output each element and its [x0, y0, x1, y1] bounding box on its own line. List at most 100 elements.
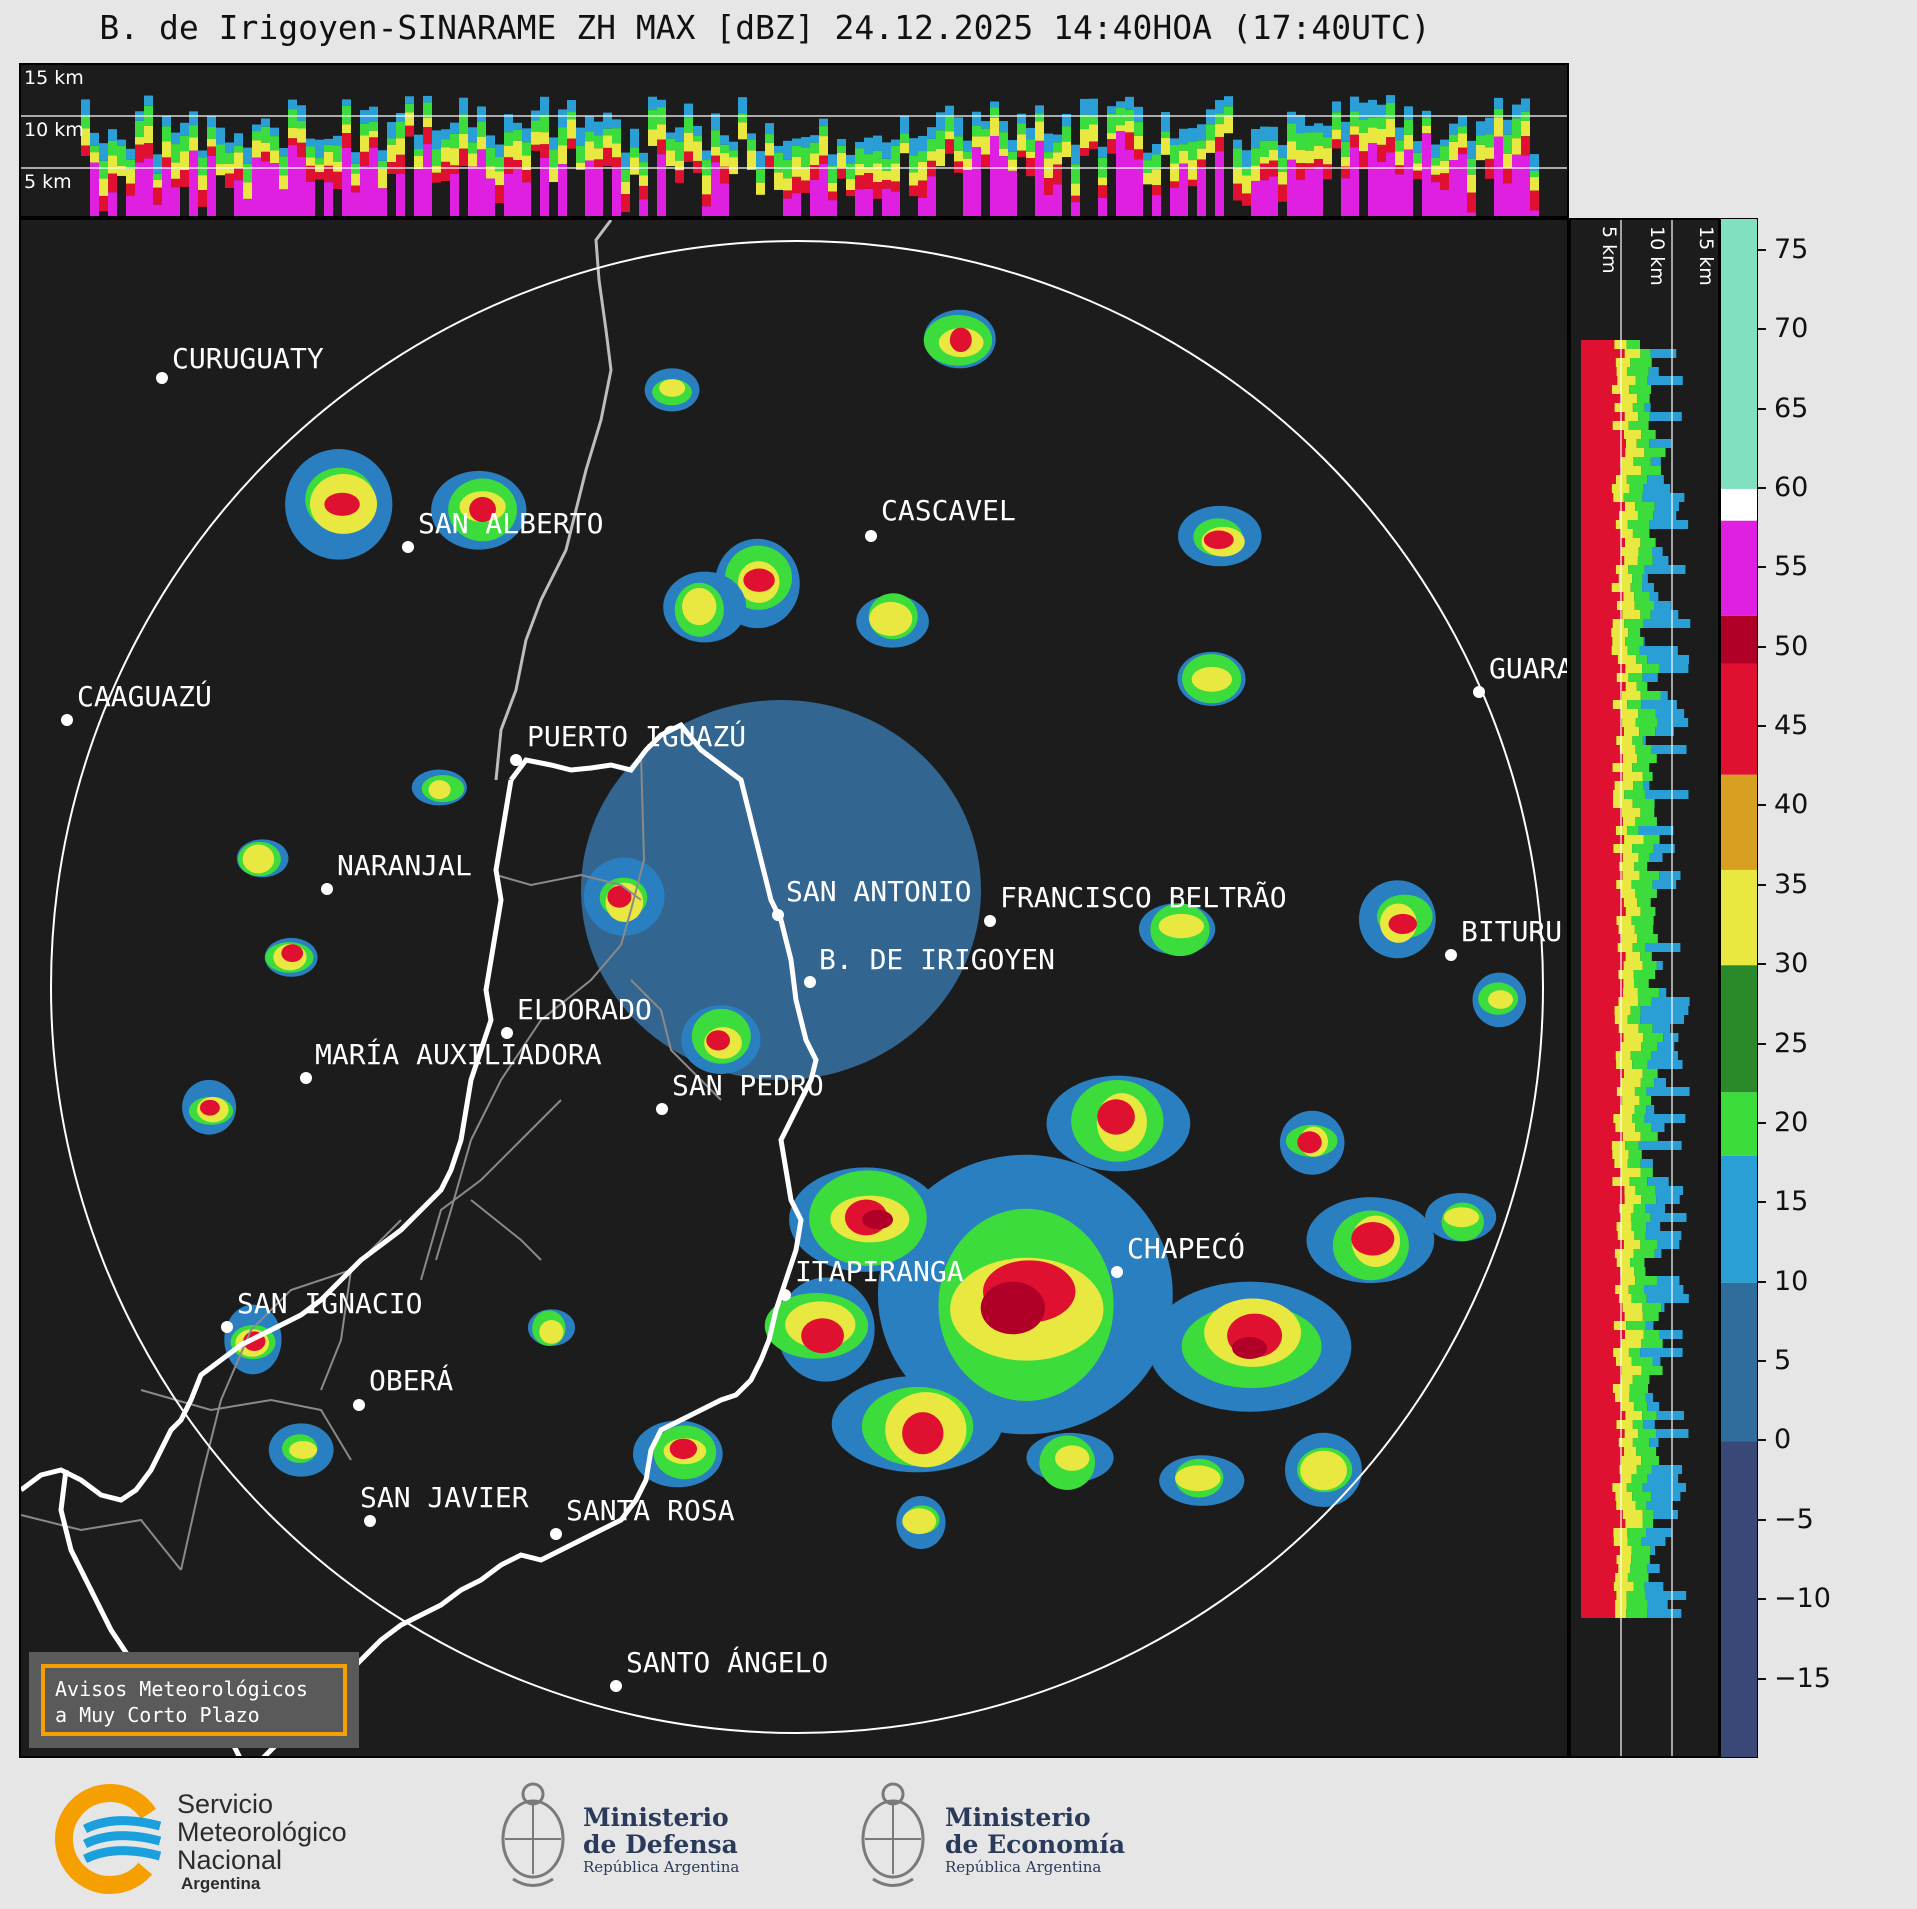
cross-section-cell	[1530, 210, 1539, 216]
radar-map-panel[interactable]: CURUGUATY SAN ALBERTO CASCAVEL CAAGUAZÚ GUAR…	[19, 218, 1569, 1758]
cross-section-cell	[117, 165, 126, 176]
cross-section-cell	[270, 127, 279, 137]
cross-section-cell	[1422, 125, 1431, 134]
colorbar-tick-label: 35	[1774, 868, 1809, 900]
cross-section-cell	[171, 187, 180, 216]
colorbar-tick: 70	[1758, 314, 1908, 344]
cross-section-cell	[711, 146, 720, 156]
cross-section-cell	[1581, 1096, 1623, 1105]
radar-echo	[1297, 1131, 1322, 1154]
cross-section-cell	[1476, 121, 1485, 136]
cross-section-cell	[1645, 943, 1681, 952]
cross-section-cell	[1581, 1393, 1616, 1402]
cross-section-cell	[1581, 520, 1616, 529]
cross-section-cell	[801, 147, 810, 167]
cross-section-cell	[918, 151, 927, 162]
cross-section-cell	[1485, 147, 1494, 159]
cross-section-cell	[1395, 127, 1404, 141]
cross-section-cell	[576, 162, 585, 170]
height-label-15km: 15 km	[24, 67, 84, 89]
radar-echo	[1232, 1337, 1268, 1359]
cross-section-cell	[225, 173, 234, 188]
cross-section-cell	[1581, 763, 1613, 772]
cross-section-cell	[1636, 1465, 1652, 1474]
cross-section-cell	[1581, 1348, 1614, 1357]
cross-section-cell	[1581, 1501, 1617, 1510]
cross-section-cell	[198, 150, 207, 158]
cross-section-cell	[1581, 340, 1615, 349]
cross-section-cell	[828, 165, 837, 183]
warning-link[interactable]: Avisos Meteorológicos a Muy Corto Plazo	[41, 1664, 347, 1736]
cross-section-cell	[531, 131, 540, 145]
cross-section-cell	[1458, 154, 1467, 216]
cross-section-cell	[1503, 119, 1512, 135]
cross-section-cell	[603, 147, 612, 167]
cross-section-cell	[855, 141, 864, 149]
smn-logo[interactable]: Servicio Meteorológico Nacional Argentin…	[55, 1784, 395, 1894]
cross-section-cell	[891, 145, 900, 164]
colorbar-tick-label: −10	[1774, 1583, 1831, 1615]
cross-section-cell	[1581, 457, 1621, 466]
colorbar-tick: 65	[1758, 393, 1908, 424]
cross-section-cell	[1431, 144, 1440, 158]
cross-section-cell	[1368, 117, 1377, 128]
cross-section-cell	[1621, 1402, 1634, 1411]
cross-section-cell	[180, 169, 189, 187]
ministerio-economia-logo[interactable]: Ministerio de Economía República Argenti…	[853, 1774, 1153, 1899]
cross-section-cell	[423, 144, 432, 216]
warning-box[interactable]: Avisos Meteorológicos a Muy Corto Plazo	[29, 1652, 359, 1748]
colorbar-tick-label: 60	[1774, 471, 1809, 503]
cross-section-cell	[1395, 140, 1404, 152]
cross-section-cell	[1652, 1357, 1661, 1366]
cross-section-cell	[1224, 116, 1233, 134]
cross-section-cell	[1026, 139, 1035, 152]
cross-section-cell	[1645, 1321, 1654, 1330]
cross-section-cell	[1296, 179, 1305, 216]
cross-section-cell	[1467, 174, 1476, 193]
radar-echo	[242, 844, 275, 874]
ministerio-defensa-logo[interactable]: Ministerio de Defensa República Argentin…	[493, 1774, 773, 1899]
cross-section-cell	[1581, 1555, 1617, 1564]
cross-section-cell	[342, 147, 351, 216]
cross-section-cell	[396, 113, 405, 122]
cross-section-cell	[783, 190, 792, 199]
cross-section-cell	[1642, 1312, 1659, 1321]
cross-section-cell	[81, 99, 90, 117]
colorbar-segment	[1721, 520, 1757, 616]
cross-section-cell	[639, 185, 648, 200]
cross-section-cell	[1017, 134, 1026, 151]
cross-section-cell	[396, 138, 405, 155]
cross-section-cell	[810, 153, 819, 166]
cross-section-cell	[1449, 141, 1458, 161]
cross-section-cell	[1631, 916, 1654, 925]
cross-section-cell	[1647, 1402, 1660, 1411]
cross-section-cell	[1581, 1519, 1626, 1528]
colorbar-segment	[1721, 488, 1757, 521]
cross-section-cell	[180, 135, 189, 152]
cross-section-cell	[828, 200, 837, 216]
cross-section-cell	[441, 161, 450, 182]
city-marker	[656, 1103, 668, 1115]
cross-section-cell	[1639, 871, 1660, 880]
cross-section-cell	[1494, 97, 1503, 109]
cross-section-cell	[1628, 1150, 1642, 1159]
cross-section-cell	[1640, 538, 1656, 547]
cross-section-cell	[1581, 664, 1626, 673]
cross-section-cell	[1649, 520, 1689, 529]
cross-section-cell	[1581, 1420, 1617, 1429]
cross-section-cell	[774, 172, 783, 190]
cross-section-cell	[450, 122, 459, 134]
cross-section-cell	[1188, 128, 1197, 143]
cross-section-cell	[342, 99, 351, 106]
cross-section-cell	[972, 125, 981, 137]
cross-section-cell	[1581, 655, 1618, 664]
cross-section-cell	[792, 156, 801, 177]
cross-section-cell	[1008, 140, 1017, 152]
cross-section-cell	[1044, 178, 1053, 195]
cross-section-cell	[999, 156, 1008, 216]
cross-section-cell	[1638, 826, 1674, 835]
cross-section-cell	[243, 198, 252, 216]
cross-section-cell	[1632, 736, 1643, 745]
cross-section-cell	[882, 158, 891, 171]
cross-section-cell	[891, 163, 900, 182]
